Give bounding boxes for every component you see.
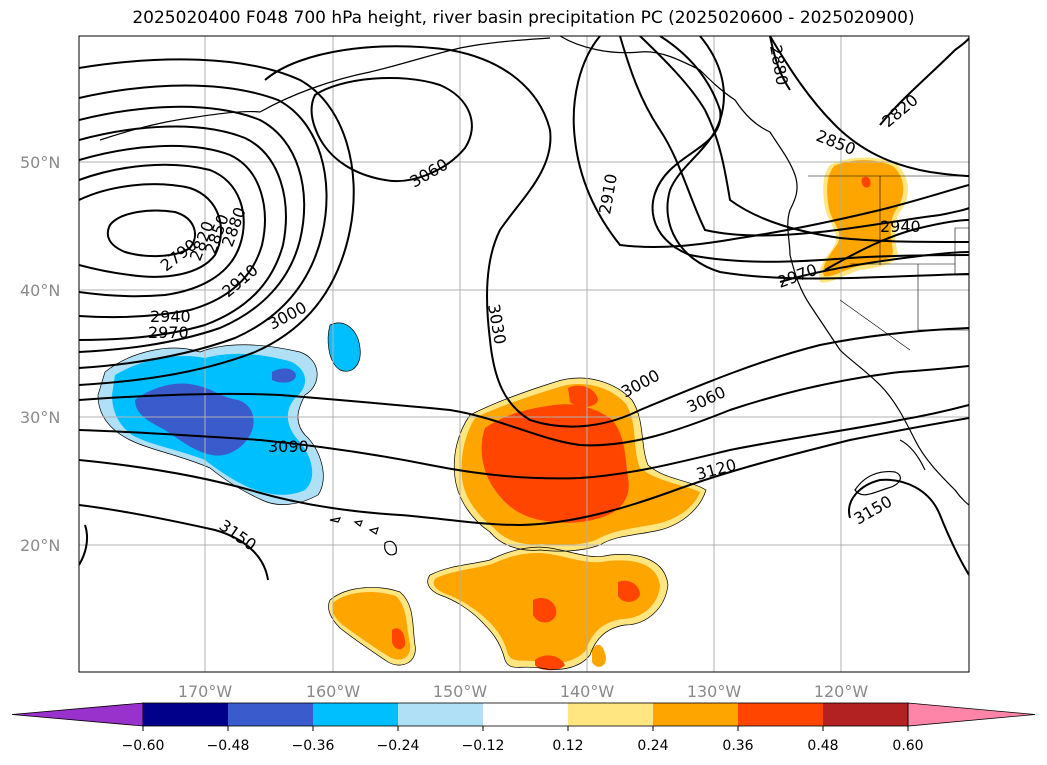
positive-anomaly-south-west-dark [392,628,406,650]
contour-2970 [79,84,328,369]
contour-2970-east [639,36,969,243]
label-3090: 3090 [268,437,309,456]
positive-anomaly-south-dark-3 [535,655,565,671]
lon-label-120w: 120°W [814,682,869,701]
height-contours [79,36,969,581]
colorbar-segment [143,703,228,726]
positive-anomaly-dark-top [568,385,598,408]
contour-2970-east-2 [779,251,969,283]
precip-shading [98,157,908,671]
gridlines [79,36,969,672]
lon-label-160w: 160°W [306,682,361,701]
contour-2940 [79,105,306,353]
contour-3030 [264,45,969,428]
colorbar: −0.60 −0.48 −0.36 −0.24 −0.12 0.12 0.24 0.36 0.4… [11,702,1036,754]
lon-label-170w: 170°W [178,682,233,701]
colorbar-tick-label: −0.48 [207,738,250,754]
colorbar-tick-label: −0.60 [122,738,165,754]
colorbar-extend-low [11,702,144,727]
lon-label-140w: 140°W [560,682,615,701]
colorbar-segment [228,703,313,726]
contour-3090 [79,404,969,480]
lon-label-130w: 130°W [687,682,742,701]
contour-2820-east [879,37,969,126]
colorbar-segment [398,703,483,726]
lat-label-30: 30°N [20,408,60,427]
contour-3000-east [651,36,969,263]
latitude-labels: 50°N 40°N 30°N 20°N [20,153,60,555]
colorbar-extend-high [907,702,1036,727]
contour-2850-east [769,36,969,177]
precip-outlines [97,322,707,670]
colorbar-tick-label: 0.60 [892,738,923,754]
colorbar-tick-label: 0.48 [807,738,838,754]
longitude-labels: 170°W 160°W 150°W 140°W 130°W 120°W [178,682,869,701]
contour-3060 [79,365,969,447]
contour-3150-east [848,478,969,576]
contour-3150 [79,504,269,581]
colorbar-tick-label: −0.24 [377,738,420,754]
contour-2940-east-2 [824,219,969,271]
colorbar-tick-label: −0.36 [292,738,335,754]
colorbar-segment [313,703,398,726]
contour-3120 [79,417,969,527]
lat-label-40: 40°N [20,281,60,300]
colorbar-frame [142,702,909,727]
label-2970: 2970 [148,323,189,342]
positive-anomaly-south-dark-1 [533,597,557,623]
contour-3060-closed [310,77,473,182]
label-2940-east: 2940 [880,217,921,236]
contour-3060-east [666,36,969,280]
negative-anomaly-dark-small [272,368,296,383]
colorbar-tick-label: 0.12 [552,738,583,754]
map-frame [78,35,970,673]
contour-2940-east [619,36,969,237]
positive-anomaly-dark [481,404,629,523]
negative-anomaly-north [328,322,361,372]
contour-2880 [79,144,266,319]
contour-2910 [79,125,287,341]
colorbar-segment [823,703,908,726]
lat-label-20: 20°N [20,536,60,555]
contour-2790 [106,209,196,258]
lon-label-150w: 150°W [433,682,488,701]
colorbar-segment [568,703,653,726]
positive-anomaly-northwest-dark [861,176,871,188]
positive-anomaly-south-small [592,644,606,667]
lat-label-50: 50°N [20,153,60,172]
colorbar-tick-label: 0.24 [637,738,668,754]
contour-2850 [79,163,245,298]
positive-anomaly-northwest [823,160,904,277]
contour-3000 [79,58,355,386]
positive-anomaly-south-dark-2 [618,580,640,602]
contour-3150-west-edge [79,524,89,566]
colorbar-segment [738,703,823,726]
positive-anomaly-south-west-mid [332,592,411,660]
label-2940: 2940 [150,307,191,326]
contour-2880-east [769,36,791,91]
colorbar-segment [483,703,568,726]
map-title: 2025020400 F048 700 hPa height, river ba… [132,8,915,28]
colorbar-segment [653,703,738,726]
contour-2820 [79,183,223,278]
colorbar-tick-label: −0.12 [462,738,505,754]
colorbar-tick-label: 0.36 [722,738,753,754]
